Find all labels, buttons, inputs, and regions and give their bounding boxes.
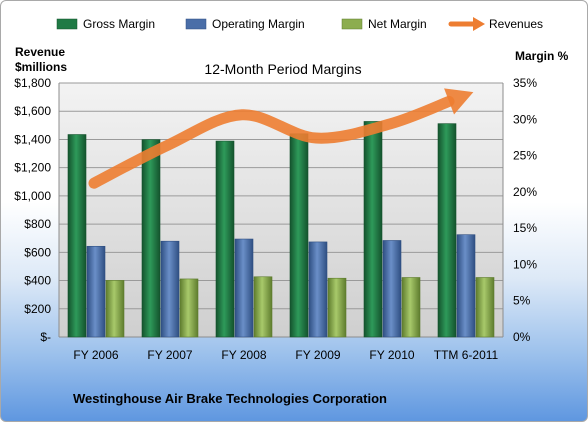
legend: Gross Margin Operating Margin Net Margin… bbox=[56, 17, 543, 31]
bar-net-margin bbox=[475, 277, 495, 338]
left-axis-label-line1: Revenue bbox=[15, 45, 65, 59]
revenue-line-path bbox=[88, 95, 455, 189]
bar-operating-margin bbox=[308, 241, 328, 338]
chart-title: 12-Month Period Margins bbox=[204, 61, 361, 77]
right-tick-label: 0% bbox=[513, 330, 531, 344]
right-tick-label: 35% bbox=[513, 76, 537, 90]
bar-net-margin bbox=[253, 276, 273, 338]
bar-gross-margin bbox=[141, 139, 161, 338]
category-label: FY 2010 bbox=[369, 348, 414, 362]
right-tick-label: 20% bbox=[513, 185, 537, 199]
revenue-arrowhead bbox=[444, 88, 474, 115]
legend-item-gross: Gross Margin bbox=[56, 17, 155, 31]
right-tick-label: 30% bbox=[513, 112, 537, 126]
bar-gross-margin bbox=[67, 134, 87, 338]
category-label: TTM 6-2011 bbox=[434, 348, 499, 362]
left-tick-label: $1,600 bbox=[14, 104, 51, 118]
right-axis-label: Margin % bbox=[515, 49, 569, 63]
bar-net-margin bbox=[327, 277, 347, 338]
right-tick-label: 15% bbox=[513, 221, 537, 235]
category-label: FY 2006 bbox=[73, 348, 118, 362]
left-tick-label: $800 bbox=[24, 217, 51, 231]
legend-label-net: Net Margin bbox=[368, 17, 427, 31]
left-tick-label: $- bbox=[40, 330, 51, 344]
left-tick-label: $1,000 bbox=[14, 189, 51, 203]
right-tick-label: 25% bbox=[513, 149, 537, 163]
gridlines bbox=[58, 82, 504, 338]
left-tick-label: $600 bbox=[24, 245, 51, 259]
bar-gross-margin bbox=[437, 123, 457, 338]
category-label: FY 2008 bbox=[221, 348, 266, 362]
right-axis-ticks: 0% 5% 10% 15% 20% 25% 30% 35% bbox=[513, 76, 537, 344]
right-tick-label: 10% bbox=[513, 257, 537, 271]
category-label: FY 2007 bbox=[147, 348, 192, 362]
left-axis-label-line2: $millions bbox=[15, 60, 67, 74]
category-label: FY 2009 bbox=[295, 348, 340, 362]
left-tick-label: $1,200 bbox=[14, 161, 51, 175]
legend-item-revenues: Revenues bbox=[448, 17, 543, 31]
category-labels: FY 2006 FY 2007 FY 2008 FY 2009 FY 2010 TTM 6… bbox=[73, 348, 498, 362]
revenue-line bbox=[88, 88, 474, 189]
bar-gross-margin bbox=[289, 133, 309, 338]
bar-operating-margin bbox=[382, 240, 402, 338]
legend-item-operating: Operating Margin bbox=[185, 17, 305, 31]
bar-gross-margin bbox=[363, 121, 383, 338]
left-tick-label: $400 bbox=[24, 274, 51, 288]
left-axis-ticks: $- $200 $400 $600 $800 $1,000 $1,200 $1,400 $1,6… bbox=[14, 76, 51, 344]
left-tick-label: $1,800 bbox=[14, 76, 51, 90]
right-tick-label: 5% bbox=[513, 294, 531, 308]
legend-label-revenues: Revenues bbox=[489, 17, 543, 31]
left-tick-label: $1,400 bbox=[14, 132, 51, 146]
bar-net-margin bbox=[401, 277, 421, 338]
bar-operating-margin bbox=[86, 245, 106, 338]
bars bbox=[67, 121, 495, 338]
bar-net-margin bbox=[179, 278, 199, 338]
bar-gross-margin bbox=[215, 140, 235, 338]
legend-label-operating: Operating Margin bbox=[212, 17, 305, 31]
left-tick-label: $200 bbox=[24, 302, 51, 316]
bar-operating-margin bbox=[234, 238, 254, 338]
legend-item-net: Net Margin bbox=[341, 17, 427, 31]
bar-operating-margin bbox=[456, 234, 476, 338]
bar-net-margin bbox=[105, 280, 125, 338]
legend-label-gross: Gross Margin bbox=[83, 17, 155, 31]
company-name: Westinghouse Air Brake Technologies Corp… bbox=[73, 391, 387, 406]
bar-operating-margin bbox=[160, 240, 180, 338]
